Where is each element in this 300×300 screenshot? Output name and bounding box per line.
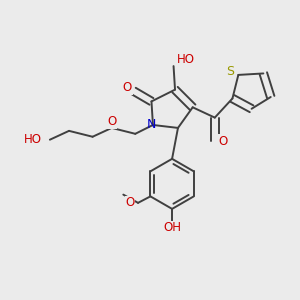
Text: O: O <box>123 81 132 94</box>
Text: O: O <box>218 135 227 148</box>
Text: S: S <box>226 65 234 79</box>
Text: OH: OH <box>163 221 181 234</box>
Text: N: N <box>147 118 156 131</box>
Text: HO: HO <box>24 133 42 146</box>
Text: O: O <box>107 115 116 128</box>
Text: O: O <box>125 196 134 209</box>
Text: HO: HO <box>177 53 195 66</box>
